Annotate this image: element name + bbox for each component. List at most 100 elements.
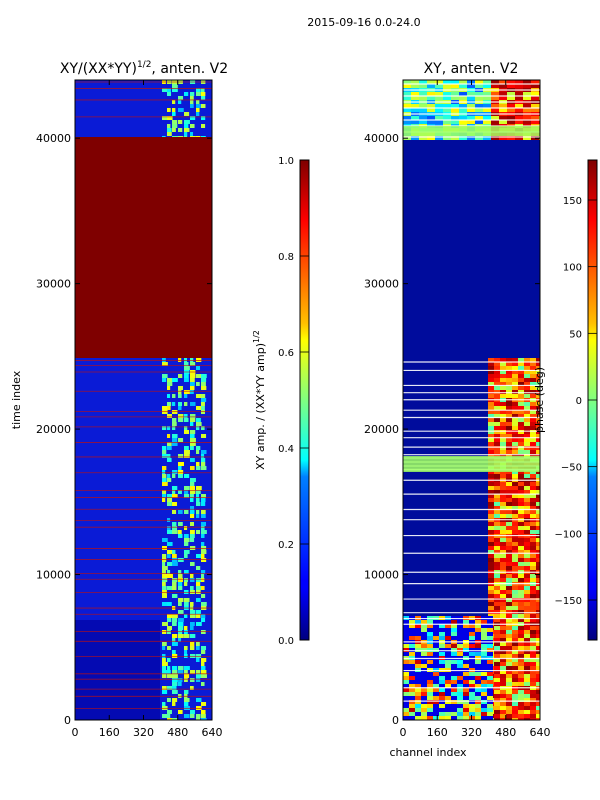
phase-cell xyxy=(512,674,518,678)
phase-cell xyxy=(512,682,518,686)
phase-cell xyxy=(457,700,463,704)
colorbar1-ticks: 0.00.20.40.60.81.0 xyxy=(278,156,309,647)
phase-cell xyxy=(512,646,518,650)
phase-cell xyxy=(506,490,512,494)
phase-cell xyxy=(491,120,499,124)
phase-cell xyxy=(506,666,512,670)
phase-cell xyxy=(463,628,469,632)
phase-cell xyxy=(512,694,518,698)
phase-cell xyxy=(439,680,445,684)
amp-cell xyxy=(196,422,202,426)
phase-cell xyxy=(506,714,512,718)
phase-cell xyxy=(488,542,494,546)
amp-cell xyxy=(190,578,195,582)
phase-cell xyxy=(415,716,421,720)
amp-cell xyxy=(172,638,176,642)
phase-cell xyxy=(530,490,536,494)
phase-cell xyxy=(512,418,518,422)
phase-cell xyxy=(500,626,506,630)
amp-cell xyxy=(184,614,188,618)
amp-cell xyxy=(196,590,201,594)
amp-cell xyxy=(162,358,166,362)
phase-cell xyxy=(506,386,512,390)
amp-cell xyxy=(201,398,207,402)
amp-cell xyxy=(190,522,195,526)
phase-cell xyxy=(506,690,512,694)
phase-cell xyxy=(512,374,518,378)
phase-cell xyxy=(433,708,439,712)
phase-cell xyxy=(469,696,475,700)
phase-cell xyxy=(518,634,524,638)
phase-cell xyxy=(427,104,435,108)
ytick-label: 20000 xyxy=(364,423,399,436)
amp-cell xyxy=(162,642,167,646)
phase-cell xyxy=(506,566,512,570)
phase-cell xyxy=(481,648,487,652)
amp-cell xyxy=(196,418,201,422)
phase-cell xyxy=(409,624,415,628)
phase-cell xyxy=(530,550,536,554)
phase-cell xyxy=(530,618,536,622)
phase-cell xyxy=(494,650,500,654)
amp-cell xyxy=(190,634,196,638)
phase-cell xyxy=(435,92,443,96)
phase-cell xyxy=(500,658,506,662)
phase-cell xyxy=(488,610,494,614)
phase-cell xyxy=(524,638,530,642)
phase-cell xyxy=(403,696,409,700)
phase-cell xyxy=(415,700,421,704)
amp-cell xyxy=(167,92,172,96)
amp-cell xyxy=(167,494,172,498)
amp-cell xyxy=(196,358,202,362)
phase-cell xyxy=(488,594,494,598)
phase-cell xyxy=(536,566,540,570)
phase-cell xyxy=(488,358,494,362)
amp-cell xyxy=(178,128,183,132)
phase-cell xyxy=(518,514,524,518)
phase-cell xyxy=(500,386,506,390)
amp-cell xyxy=(167,562,173,566)
phase-cell xyxy=(506,702,512,706)
amp-cell xyxy=(167,434,171,438)
phase-cell xyxy=(403,120,411,124)
phase-cell xyxy=(500,414,506,418)
amp-cell xyxy=(178,474,183,478)
phase-cell xyxy=(445,704,451,708)
phase-cell xyxy=(506,498,512,502)
phase-cell xyxy=(494,610,500,614)
phase-cell xyxy=(500,394,506,398)
phase-cell xyxy=(500,702,506,706)
phase-cell xyxy=(530,502,536,506)
phase-cell xyxy=(518,630,524,634)
amp-cell xyxy=(172,526,178,530)
phase-cell xyxy=(512,606,518,610)
phase-cell xyxy=(459,104,467,108)
phase-cell xyxy=(409,632,415,636)
phase-cell xyxy=(500,418,506,422)
amp-cell xyxy=(172,474,176,478)
phase-cell xyxy=(518,618,524,622)
phase-cell xyxy=(518,642,524,646)
phase-cell xyxy=(427,80,435,84)
amp-cell xyxy=(190,622,195,626)
amp-cell xyxy=(172,88,178,92)
phase-cell xyxy=(439,652,445,656)
phase-cell xyxy=(439,628,445,632)
amp-cell xyxy=(178,638,182,642)
phase-cell xyxy=(463,624,469,628)
phase-cell xyxy=(536,558,540,562)
amp-cell xyxy=(184,362,189,366)
amp-cell xyxy=(190,362,196,366)
phase-cell xyxy=(459,96,467,100)
phase-cell xyxy=(518,510,524,514)
phase-cell xyxy=(518,474,524,478)
phase-cell xyxy=(445,712,451,716)
phase-cell xyxy=(415,688,421,692)
phase-cell xyxy=(475,92,483,96)
panel2-heatmap xyxy=(403,80,540,720)
phase-cell xyxy=(439,684,445,688)
phase-cell xyxy=(512,634,518,638)
amp-cell xyxy=(167,586,173,590)
phase-cell xyxy=(435,84,443,88)
phase-cell xyxy=(530,590,536,594)
